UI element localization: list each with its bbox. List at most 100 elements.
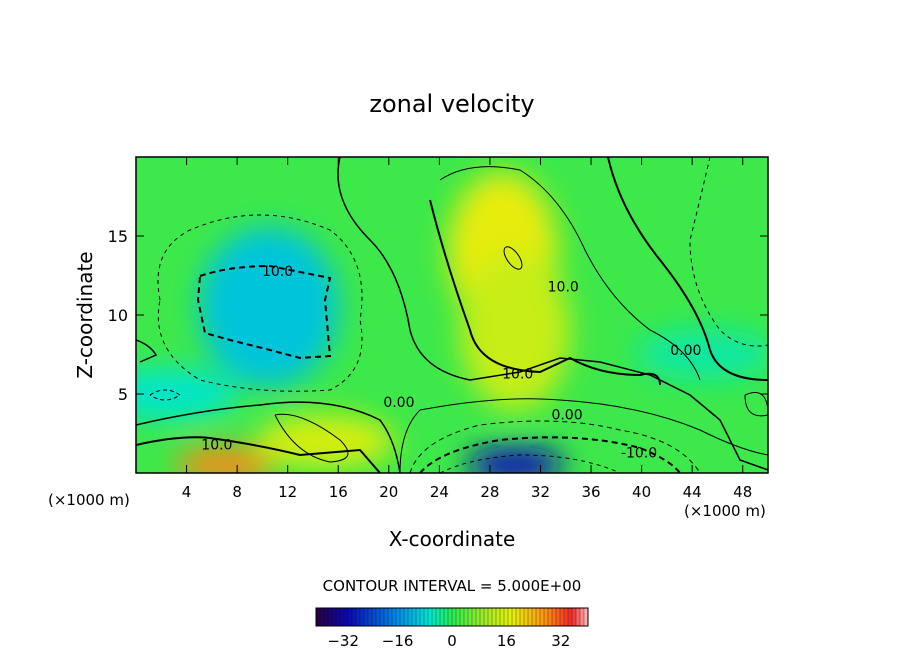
colorbar-segment [400,608,405,626]
contour-label: 10.0 [262,264,293,280]
colorbar-segment [500,608,505,626]
colorbar-segment [512,608,517,626]
y-tick-label: 10 [108,306,128,325]
contour-line [136,401,401,473]
field-maximum [460,250,571,411]
contour-line [136,339,158,363]
colorbar-segment [460,608,465,626]
x-tick-label: 12 [278,483,297,501]
colorbar-segment [548,608,553,626]
colorbar-segment [404,608,409,626]
colorbar-segment [568,608,573,626]
colorbar-segment [384,608,389,626]
colorbar-tick-label: −16 [382,632,414,650]
colorbar-segment [356,608,361,626]
contour-line [337,157,768,471]
colorbar-tick-label: 16 [497,632,516,650]
colorbar-segment [536,608,541,626]
x-tick-label: 20 [379,483,398,501]
colorbar-segment [560,608,565,626]
x-tick-label: 32 [531,483,550,501]
contour-line [419,436,681,473]
contour-interval: CONTOUR INTERVAL = 5.000E+00 [323,577,582,595]
contour-label: 10.0 [502,366,533,382]
colorbar-segment [540,608,545,626]
colorbar-segment [332,608,337,626]
contour-label: -10.0 [621,445,657,461]
colorbar-segment [504,608,509,626]
colorbar-segment [532,608,537,626]
colorbar-segment [528,608,533,626]
colorbar-segment [392,608,397,626]
colorbar-segment [444,608,449,626]
colorbar-segment [352,608,357,626]
colorbar-segment [376,608,381,626]
colorbar-segment [524,608,529,626]
colorbar-segment [476,608,481,626]
contour-line [439,454,621,473]
contour-lines [136,157,768,473]
colorbar-segment [464,608,469,626]
colorbar-segment [368,608,373,626]
colorbar-segment [412,608,417,626]
colorbar-segment [440,608,445,626]
colorbar-segment [380,608,385,626]
contour-line [744,392,768,417]
y-axis-label: Z-coordinate [73,251,97,378]
colorbar-segment [372,608,377,626]
colorbar-segment [420,608,425,626]
colorbar-segment [516,608,521,626]
field-minimum [634,328,768,381]
colorbar-segment [496,608,501,626]
colorbar-segment [348,608,353,626]
colorbar-segment [584,608,589,626]
x-unit-right: (×1000 m) [684,502,766,520]
colorbar-segment [492,608,497,626]
colorbar-segment [556,608,561,626]
x-tick-label: 4 [182,483,192,501]
colorbar-segment [416,608,421,626]
colorbar-segment [436,608,441,626]
colorbar-segment [408,608,413,626]
contour-line [503,246,523,270]
colorbar-tick-label: 32 [551,632,570,650]
contour-label: 10.0 [201,438,232,454]
x-axis-label: X-coordinate [389,527,516,551]
colorbar-segment [480,608,485,626]
contour-line [439,166,701,381]
colorbar-segment [544,608,549,626]
colorbar-ticks: −32 −16 0 16 32 [327,632,570,650]
y-axis: 5 10 15 [108,227,768,404]
colorbar-tick-label: −32 [327,632,359,650]
colorbar-segment [324,608,329,626]
contour-label: 0.00 [670,343,701,359]
colorbar-segment [424,608,429,626]
colorbar-segment [388,608,393,626]
field-maximum [255,415,396,468]
colorbar-segment [576,608,581,626]
colorbar-segment [344,608,349,626]
x-tick-label: 8 [232,483,242,501]
colorbar-segment [552,608,557,626]
contour-labels: 10.0 10.0 0.00 10.0 0.00 0.00 10.0 -10.0 [201,264,701,462]
contour-label: 10.0 [548,280,579,296]
field-minimum [136,368,238,420]
colorbar-segment [468,608,473,626]
colorbar-segment [364,608,369,626]
contour-label: 0.00 [551,408,582,424]
x-tick-label: 36 [581,483,600,501]
x-tick-label: 44 [683,483,702,501]
y-tick-label: 5 [118,385,128,404]
contour-line [274,413,349,463]
x-tick-label: 28 [480,483,499,501]
x-tick-label: 24 [430,483,449,501]
x-tick-label: 48 [733,483,752,501]
colorbar-segment [484,608,489,626]
contour-line [607,157,768,381]
colorbar-segment [432,608,437,626]
colorbar-segment [520,608,525,626]
contour-label: 0.00 [383,395,414,411]
chart-title: zonal velocity [369,90,534,118]
